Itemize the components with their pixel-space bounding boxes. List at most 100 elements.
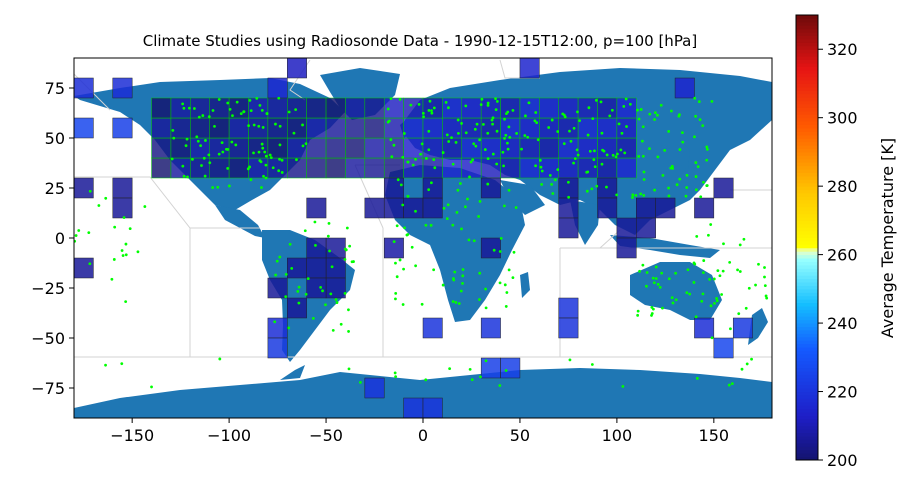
station-marker xyxy=(182,174,186,178)
temperature-cell xyxy=(480,157,501,179)
station-marker xyxy=(432,268,436,272)
colorbar-step xyxy=(796,367,818,372)
temperature-cell xyxy=(674,77,695,99)
temperature-cell xyxy=(597,197,618,219)
station-marker xyxy=(269,156,273,160)
station-marker xyxy=(255,96,259,100)
colorbar-step xyxy=(796,193,818,197)
temperature-cell xyxy=(190,157,210,179)
station-marker xyxy=(712,277,716,281)
temperature-cell xyxy=(325,257,346,279)
station-marker xyxy=(329,292,333,296)
station-marker xyxy=(685,173,689,177)
station-marker xyxy=(611,153,615,157)
temperature-cell xyxy=(655,197,676,219)
temperature-cell xyxy=(442,157,463,179)
station-marker xyxy=(430,111,434,115)
station-marker xyxy=(211,109,215,112)
station-marker xyxy=(321,289,324,293)
station-marker xyxy=(297,301,301,305)
station-marker xyxy=(622,104,626,108)
station-marker xyxy=(187,106,191,110)
station-marker xyxy=(452,278,456,282)
station-marker xyxy=(265,112,269,116)
colorbar-step xyxy=(796,32,818,37)
temperature-cell xyxy=(345,137,366,159)
station-marker xyxy=(648,112,652,116)
station-marker xyxy=(674,298,678,302)
temperature-cells xyxy=(74,58,753,418)
station-marker xyxy=(235,100,239,104)
station-marker xyxy=(457,302,461,305)
station-marker xyxy=(110,277,114,281)
station-marker xyxy=(533,119,537,123)
colorbar-step xyxy=(796,329,818,334)
station-marker xyxy=(507,125,511,129)
station-marker xyxy=(261,126,265,129)
station-marker xyxy=(252,151,255,155)
colorbar-step xyxy=(796,432,818,437)
colorbar-step xyxy=(796,357,818,362)
colorbar-step xyxy=(796,360,818,365)
temperature-cell xyxy=(170,137,191,159)
station-marker xyxy=(551,192,555,195)
station-marker xyxy=(605,153,609,157)
temperature-cell xyxy=(325,137,346,159)
colorbar-step xyxy=(796,49,818,54)
colorbar-step xyxy=(796,340,818,345)
temperature-cell xyxy=(267,77,288,99)
colorbar-step xyxy=(796,90,818,95)
station-marker xyxy=(392,143,396,147)
station-marker xyxy=(424,157,428,160)
station-marker xyxy=(290,266,294,270)
station-marker xyxy=(150,385,153,389)
colorbar-step xyxy=(796,216,818,221)
station-marker xyxy=(401,203,405,207)
x-tick-label: −100 xyxy=(207,426,251,445)
station-marker xyxy=(474,144,478,148)
station-marker xyxy=(674,271,677,275)
station-marker xyxy=(636,313,640,317)
station-marker xyxy=(445,217,449,221)
station-marker xyxy=(678,113,681,117)
colorbar-step xyxy=(796,244,818,249)
colorbar-step xyxy=(796,35,818,40)
station-marker xyxy=(591,117,595,121)
station-marker xyxy=(278,143,282,147)
station-marker xyxy=(394,261,397,265)
station-marker xyxy=(297,285,301,289)
station-marker xyxy=(327,221,331,225)
temperature-cell xyxy=(364,97,385,119)
station-marker xyxy=(274,122,277,126)
station-marker xyxy=(700,299,704,303)
station-marker xyxy=(331,328,335,332)
station-marker xyxy=(505,112,508,116)
colorbar-step xyxy=(796,199,818,204)
station-marker xyxy=(451,300,455,303)
colorbar-tick-label: 320 xyxy=(827,40,858,59)
station-marker xyxy=(394,291,398,295)
colorbar-step xyxy=(796,52,818,57)
temperature-cell xyxy=(461,137,482,159)
station-marker xyxy=(478,298,481,301)
station-marker xyxy=(670,109,673,113)
station-marker xyxy=(637,117,641,121)
colorbar-step xyxy=(796,141,818,146)
station-marker xyxy=(278,157,281,161)
temperature-cell xyxy=(558,197,579,219)
station-marker xyxy=(184,144,188,148)
station-marker xyxy=(705,158,709,162)
station-marker xyxy=(527,101,531,105)
temperature-cell xyxy=(694,317,715,339)
station-marker xyxy=(427,129,431,133)
station-marker xyxy=(615,193,619,197)
temperature-cell xyxy=(306,197,327,219)
ocean-boundaries xyxy=(74,59,772,358)
temperature-cell xyxy=(267,157,288,179)
station-marker xyxy=(667,277,671,281)
colorbar-step xyxy=(796,28,818,33)
station-marker xyxy=(455,211,459,214)
colorbar-step xyxy=(796,295,818,300)
station-marker xyxy=(520,147,523,151)
station-marker xyxy=(709,223,713,226)
